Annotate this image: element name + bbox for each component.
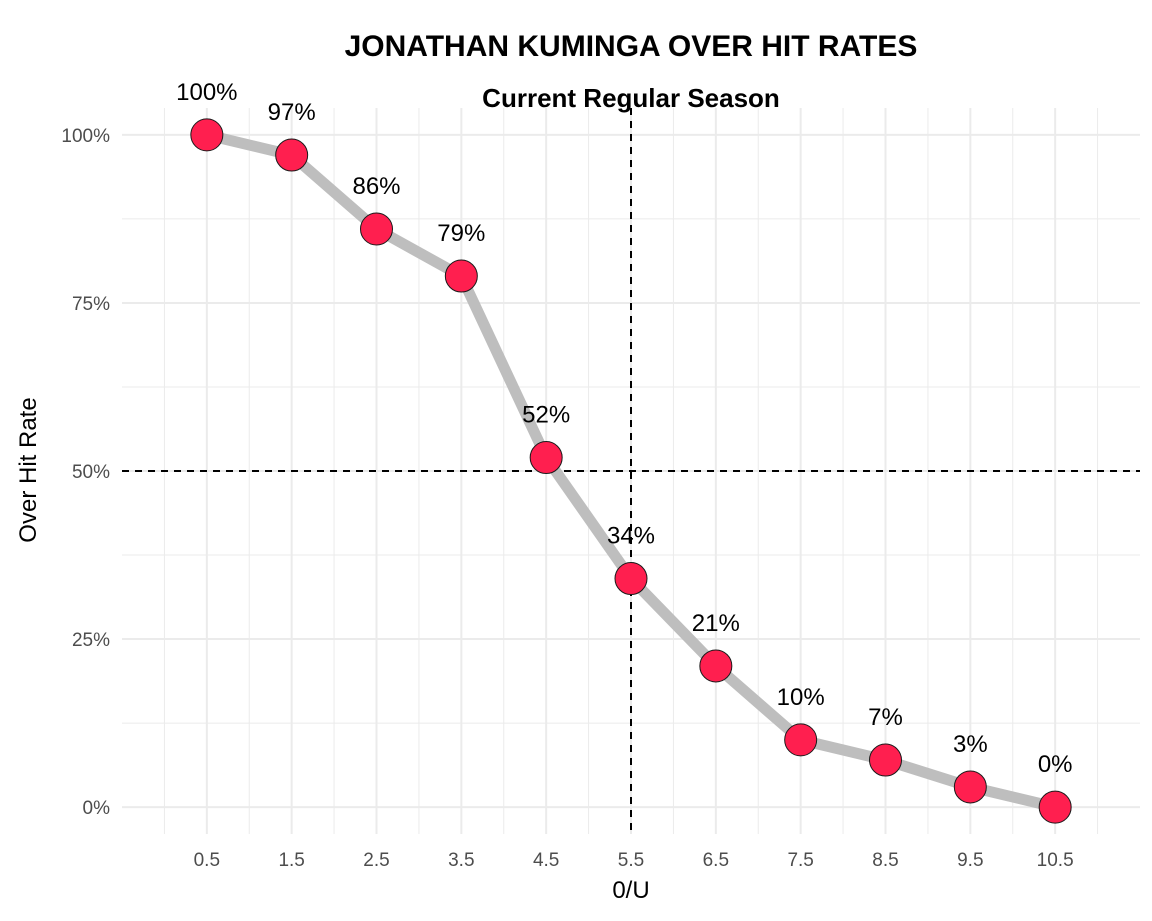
data-point <box>529 441 563 475</box>
data-point <box>699 649 733 683</box>
data-point <box>784 723 818 757</box>
x-tick-label: 7.5 <box>787 850 813 871</box>
chart-subtitle: Current Regular Season <box>482 83 780 113</box>
y-tick-label: 25% <box>72 630 110 651</box>
series-layer <box>190 118 1072 824</box>
data-label: 21% <box>692 610 740 637</box>
data-point <box>360 212 393 246</box>
x-tick-label: 2.5 <box>363 850 389 871</box>
x-tick-label: 8.5 <box>872 850 898 871</box>
chart-title: JONATHAN KUMINGA OVER HIT RATES <box>345 30 918 63</box>
data-label: 7% <box>868 704 903 731</box>
y-tick-label: 50% <box>72 462 110 483</box>
data-label: 10% <box>777 684 825 711</box>
data-label: 52% <box>522 402 570 429</box>
x-axis-title: 0/U <box>612 877 649 904</box>
data-label: 79% <box>437 220 485 247</box>
data-label: 86% <box>352 173 400 200</box>
reference-lines <box>122 108 1140 834</box>
y-tick-label: 100% <box>61 126 110 147</box>
x-tick-label: 4.5 <box>533 850 559 871</box>
data-label: 34% <box>607 523 655 550</box>
data-label: 100% <box>176 79 237 106</box>
x-tick-label: 10.5 <box>1037 850 1074 871</box>
data-point <box>444 259 478 293</box>
data-labels: 100% 97% 86% 79% 52% 34% 21% 10% 7% 3% 0% <box>176 79 1072 778</box>
x-tick-label: 3.5 <box>448 850 474 871</box>
x-tick-label: 5.5 <box>618 850 644 871</box>
data-label: 3% <box>953 731 988 758</box>
data-label: 97% <box>268 99 316 126</box>
tick-labels: 0% 25% 50% 75% 100% 0.5 1.5 2.5 3.5 4.5 5.5 6.5 7.5 8… <box>61 126 1073 871</box>
y-tick-label: 0% <box>83 798 111 819</box>
data-point <box>953 770 987 804</box>
x-tick-label: 0.5 <box>194 850 220 871</box>
data-label: 0% <box>1038 751 1073 778</box>
data-point <box>614 562 648 596</box>
data-point <box>190 118 224 152</box>
y-tick-label: 75% <box>72 294 110 315</box>
data-point <box>275 138 309 172</box>
x-tick-label: 6.5 <box>703 850 729 871</box>
data-point <box>1038 790 1072 824</box>
y-axis-title: Over Hit Rate <box>15 397 42 542</box>
x-tick-label: 1.5 <box>278 850 304 871</box>
data-point <box>869 743 902 777</box>
x-tick-label: 9.5 <box>957 850 983 871</box>
